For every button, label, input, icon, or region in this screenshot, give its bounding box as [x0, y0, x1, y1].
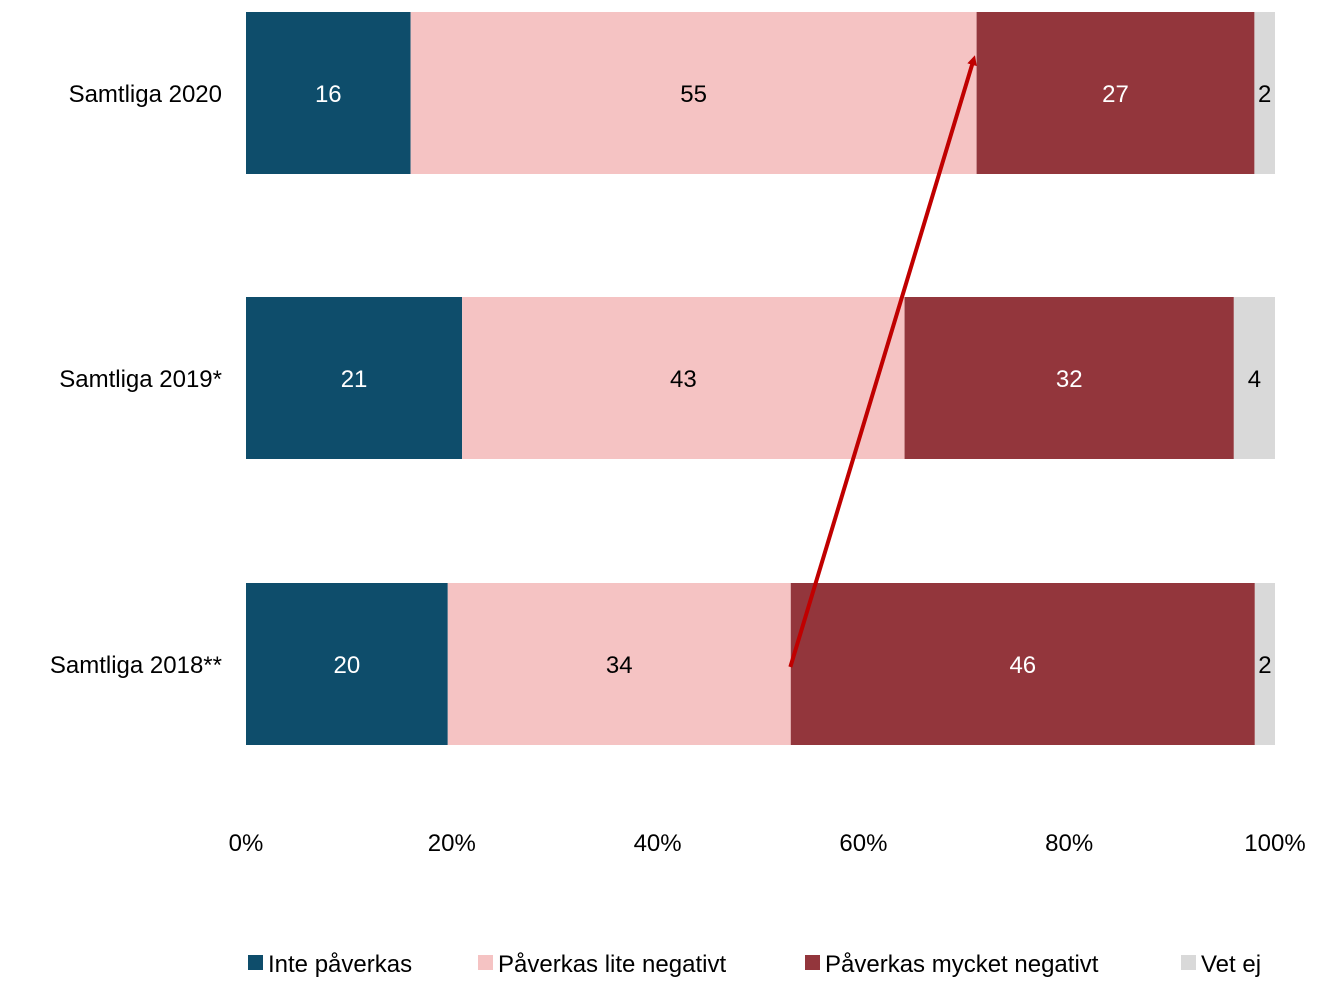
x-tick-label: 20% — [428, 830, 476, 857]
bar-samtliga-2018-vet-ej — [1254, 583, 1275, 745]
bar-samtliga-2020-vet-ej — [1254, 12, 1275, 174]
bar-samtliga-2020-p-verkas-lite-negativt — [410, 12, 977, 174]
data-label-samtliga-2020-p-verkas-lite-negativt: 55 — [680, 81, 707, 108]
bar-samtliga-2019-vet-ej — [1233, 297, 1275, 459]
legend-label-p-verkas-lite-negativt: Påverkas lite negativt — [498, 951, 726, 978]
data-label-samtliga-2018-p-verkas-mycket-negativt: 46 — [1009, 652, 1036, 679]
data-label-samtliga-2019-p-verkas-lite-negativt: 43 — [670, 366, 697, 393]
bar-samtliga-2018-p-verkas-mycket-negativt — [790, 583, 1255, 745]
data-label-samtliga-2020-inte-p-verkas: 16 — [315, 81, 342, 108]
legend: Inte påverkas Påverkas lite negativt Påver… — [248, 951, 1261, 978]
category-label: Samtliga 2018** — [50, 652, 222, 679]
trend-arrow — [788, 55, 977, 668]
bar-samtliga-2019-p-verkas-lite-negativt — [462, 297, 905, 459]
data-label-samtliga-2019-vet-ej: 4 — [1248, 366, 1261, 393]
data-label-samtliga-2019-p-verkas-mycket-negativt: 32 — [1056, 366, 1083, 393]
bar-samtliga-2018-inte-p-verkas — [246, 583, 448, 745]
legend-swatch-inte-p-verkas — [248, 955, 263, 970]
category-label: Samtliga 2020 — [69, 81, 222, 108]
bars-group: 16 55 27 2 21 43 32 4 20 34 46 2 — [246, 12, 1275, 745]
category-label: Samtliga 2019* — [59, 366, 222, 393]
legend-swatch-vet-ej — [1181, 955, 1196, 970]
x-tick-label: 80% — [1045, 830, 1093, 857]
bar-samtliga-2019-inte-p-verkas — [246, 297, 463, 459]
bar-samtliga-2020-p-verkas-mycket-negativt — [976, 12, 1255, 174]
bar-samtliga-2018-p-verkas-lite-negativt — [447, 583, 791, 745]
legend-swatch-p-verkas-mycket-negativt — [805, 955, 820, 970]
legend-label-p-verkas-mycket-negativt: Påverkas mycket negativt — [825, 951, 1099, 978]
legend-swatch-p-verkas-lite-negativt — [478, 955, 493, 970]
annotations — [788, 55, 977, 668]
x-tick-label: 0% — [229, 830, 264, 857]
legend-label-vet-ej: Vet ej — [1201, 951, 1261, 978]
x-tick-label: 100% — [1244, 830, 1305, 857]
data-label-samtliga-2019-inte-p-verkas: 21 — [341, 366, 368, 393]
bar-samtliga-2019-p-verkas-mycket-negativt — [904, 297, 1234, 459]
category-labels: Samtliga 2020 Samtliga 2019* Samtliga 2018… — [50, 81, 222, 679]
data-label-samtliga-2020-p-verkas-mycket-negativt: 27 — [1102, 81, 1129, 108]
x-tick-label: 40% — [634, 830, 682, 857]
data-label-samtliga-2018-vet-ej: 2 — [1258, 652, 1271, 679]
data-label-samtliga-2020-vet-ej: 2 — [1258, 81, 1271, 108]
data-label-samtliga-2018-p-verkas-lite-negativt: 34 — [606, 652, 633, 679]
legend-label-inte-p-verkas: Inte påverkas — [268, 951, 412, 978]
x-tick-label: 60% — [839, 830, 887, 857]
data-label-samtliga-2018-inte-p-verkas: 20 — [334, 652, 361, 679]
x-axis: 0% 20% 40% 60% 80% 100% — [229, 830, 1306, 857]
bar-samtliga-2020-inte-p-verkas — [246, 12, 411, 174]
